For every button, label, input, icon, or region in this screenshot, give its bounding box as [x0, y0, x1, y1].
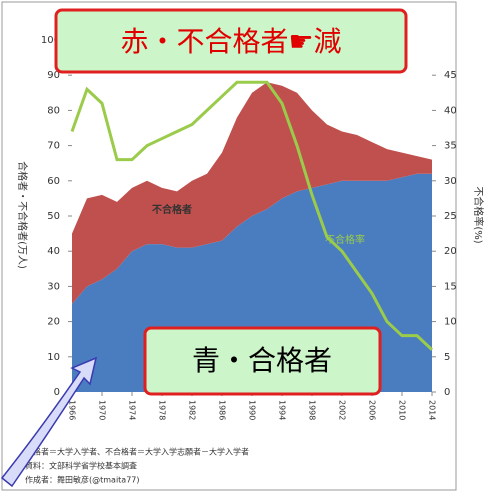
callout-box — [54, 8, 408, 74]
annotation: 不合格者 — [152, 203, 192, 216]
y2-tick-label: 40 — [444, 105, 457, 116]
y-tick-label: 70 — [47, 141, 60, 152]
x-tick-label: 1970 — [98, 400, 107, 420]
note: 作成者：舞田敏彦(@tmaita77) — [25, 475, 140, 485]
y-tick-label: 80 — [47, 105, 60, 116]
y2-tick-label: 0 — [444, 387, 450, 398]
callout-box — [143, 326, 382, 396]
x-tick-label: 2006 — [368, 400, 377, 420]
x-tick-label: 1966 — [68, 400, 77, 420]
y-tick-label: 0 — [54, 387, 60, 398]
x-tick-label: 1994 — [278, 400, 287, 420]
y-tick-label: 20 — [47, 317, 60, 328]
y2-label: 不合格率(%) — [472, 186, 485, 243]
y2-tick-label: 30 — [444, 176, 457, 187]
annotation: 不合格率 — [325, 233, 365, 246]
x-tick-label: 2010 — [398, 400, 407, 420]
x-tick-label: 1986 — [218, 400, 227, 420]
x-tick-label: 2014 — [428, 400, 437, 420]
y-label: 合格者・不合格者(万人) — [16, 161, 29, 269]
y2-tick-label: 10 — [444, 317, 457, 328]
y2-tick-label: 15 — [444, 281, 457, 292]
y-tick-label: 100 — [41, 35, 60, 46]
x-tick-label: 1998 — [308, 400, 317, 420]
x-tick-label: 2002 — [338, 400, 347, 420]
callout: 赤・不合格者☛減 — [120, 25, 341, 58]
y-tick-label: 40 — [47, 246, 60, 257]
note: 資料：文部科学省学校基本調査 — [25, 461, 137, 471]
line — [70, 80, 434, 351]
y2-tick-label: 5 — [444, 352, 450, 363]
area — [72, 82, 432, 305]
y-tick-label: 50 — [47, 211, 60, 222]
y2-tick-label: 35 — [444, 141, 457, 152]
y2-tick-label: 20 — [444, 246, 457, 257]
callout: 青・合格者 — [192, 344, 332, 377]
y2-tick-label: 25 — [444, 211, 457, 222]
x-tick-label: 1982 — [188, 400, 197, 420]
x-tick-label: 1990 — [248, 400, 257, 420]
note: 合格者＝大学入学者、不合格者＝大学入学志願者－大学入学者 — [25, 447, 249, 457]
arrow — [0, 356, 98, 488]
y-tick-label: 90 — [47, 70, 60, 81]
x-tick-label: 1974 — [128, 400, 137, 420]
y-tick-label: 30 — [47, 281, 60, 292]
y-tick-label: 60 — [47, 176, 60, 187]
y-tick-label: 10 — [47, 352, 60, 363]
y2-tick-label: 45 — [444, 70, 457, 81]
x-tick-label: 1978 — [158, 400, 167, 420]
